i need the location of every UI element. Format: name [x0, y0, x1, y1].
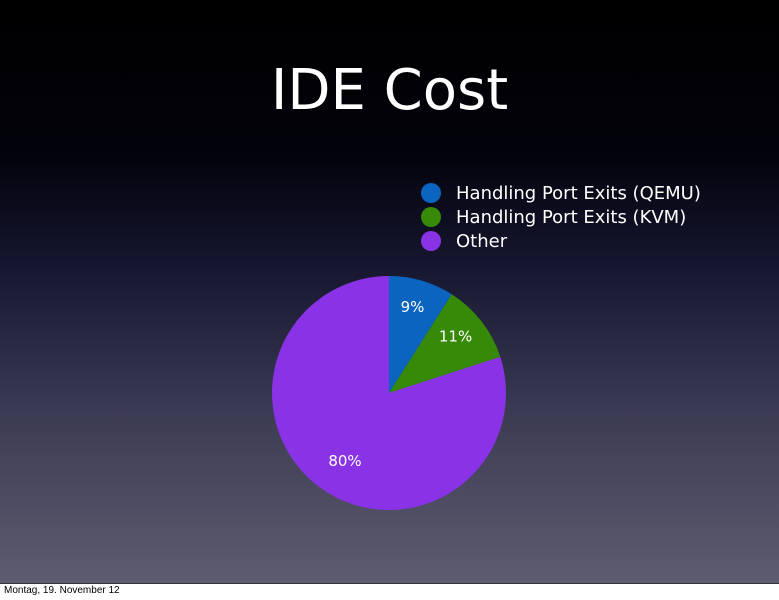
pie-slice-other [272, 276, 506, 510]
slide-title: IDE Cost [270, 58, 509, 123]
legend-label: Other [456, 230, 508, 252]
pie-slice-kvm [389, 294, 501, 393]
pie-data-label: 80% [328, 452, 361, 470]
footer-date: Montag, 19. November 12 [4, 585, 120, 596]
legend-swatch [421, 183, 441, 203]
legend-item-kvm: Handling Port Exits (KVM) [421, 206, 686, 228]
legend-swatch [421, 207, 441, 227]
legend-label: Handling Port Exits (QEMU) [456, 182, 701, 204]
pie-data-label: 9% [401, 298, 425, 316]
legend-item-qemu: Handling Port Exits (QEMU) [421, 182, 701, 204]
legend-item-other: Other [421, 230, 507, 252]
pie-slice-qemu [389, 276, 452, 393]
legend-label: Handling Port Exits (KVM) [456, 206, 687, 228]
pie-data-label: 11% [439, 327, 472, 345]
legend-swatch [421, 231, 441, 251]
slide: IDE Cost Handling Port Exits (QEMU) Hand… [0, 0, 779, 584]
pie-chart: 9% 11% 80% [272, 276, 506, 510]
